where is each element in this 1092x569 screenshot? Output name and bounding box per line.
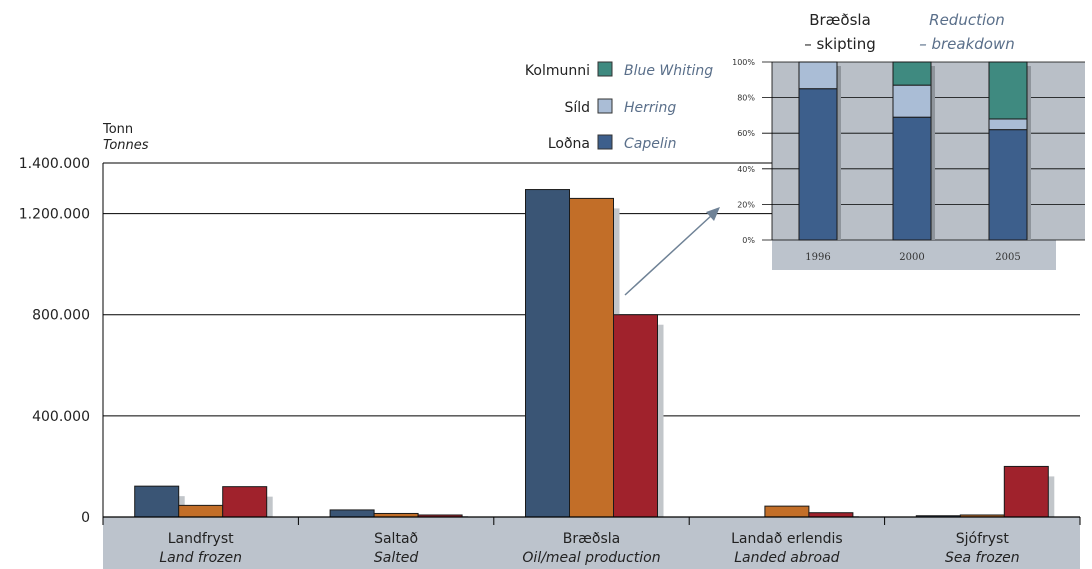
legend-swatch <box>597 98 613 114</box>
inset-bar-segment <box>798 61 838 90</box>
legend-swatch <box>597 61 613 77</box>
inset-year-label: 2005 <box>995 252 1020 263</box>
bar <box>1003 465 1049 518</box>
inset-year-band <box>772 240 1056 270</box>
inset-bar-segment <box>988 118 1028 131</box>
inset-title-line2: – skipting <box>804 35 876 53</box>
inset-bar-segment <box>892 116 932 241</box>
inset-bar-segment <box>798 88 838 241</box>
legend-label: Kolmunni <box>525 63 590 79</box>
category-label-en: Sea frozen <box>945 550 1020 566</box>
pointer-arrow-line <box>624 214 713 296</box>
legend-swatch <box>597 134 613 150</box>
inset-year-label: 1996 <box>805 252 830 263</box>
y-tick-label: 800.000 <box>32 308 90 324</box>
legend-label: Loðna <box>548 136 590 152</box>
legend-label: Síld <box>564 100 590 116</box>
bar <box>808 512 854 518</box>
inset-pct-label: 40% <box>737 165 755 174</box>
category-label-en: Salted <box>374 550 418 566</box>
bar <box>569 197 614 518</box>
category-label: Landfryst <box>168 531 234 547</box>
legend: Kolmunni Blue Whiting Síld Herring Loðna Cape… <box>525 61 713 152</box>
category-label: Landað erlendis <box>731 531 843 547</box>
inset-title: Bræðsla <box>809 11 871 29</box>
bar <box>525 189 570 518</box>
inset-pct-label: 0% <box>742 236 755 245</box>
bar <box>764 505 810 518</box>
bar <box>222 486 268 518</box>
inset-pct-label: 20% <box>737 200 755 209</box>
legend-label-en: Capelin <box>624 136 677 152</box>
category-label-en: Oil/meal production <box>522 550 660 566</box>
inset-bar-segment <box>892 84 932 118</box>
bar <box>613 314 658 518</box>
bar <box>329 509 375 518</box>
bar <box>134 485 180 518</box>
y-tick-label: 1.200.000 <box>19 207 90 223</box>
inset-year-label: 2000 <box>899 252 924 263</box>
y-unit-label: Tonn <box>102 122 133 137</box>
inset-plot: Bræðsla – skipting Reduction – breakdown 0% 2… <box>624 11 1085 296</box>
main-plot: 0 400.000 800.000 1.200.000 1.400.000 TonnTon… <box>19 122 1081 569</box>
y-unit-label-en: Tonnes <box>103 138 149 153</box>
category-label: Saltað <box>374 531 418 547</box>
inset-pct-label: 60% <box>737 129 755 138</box>
inset-pct-label: 100% <box>732 58 755 67</box>
y-tick-label: 400.000 <box>32 409 90 425</box>
category-label: Bræðsla <box>563 531 620 547</box>
y-tick-label: 1.400.000 <box>19 156 90 172</box>
inset-bar-segment <box>892 61 932 86</box>
pointer-arrow-head <box>706 207 720 221</box>
category-band <box>103 517 1080 569</box>
inset-pct-label: 80% <box>737 94 755 103</box>
inset-bar-segment <box>988 129 1028 241</box>
inset-title-en-line2: – breakdown <box>919 35 1015 53</box>
inset-title-en: Reduction <box>929 11 1005 29</box>
bar <box>178 504 224 518</box>
legend-label-en: Herring <box>624 100 676 116</box>
category-label-en: Landed abroad <box>734 550 839 566</box>
category-label-en: Land frozen <box>159 550 242 566</box>
category-label: Sjófryst <box>956 531 1010 547</box>
legend-label-en: Blue Whiting <box>624 63 713 79</box>
y-tick-label: 0 <box>81 510 90 526</box>
inset-bar-segment <box>988 61 1028 120</box>
